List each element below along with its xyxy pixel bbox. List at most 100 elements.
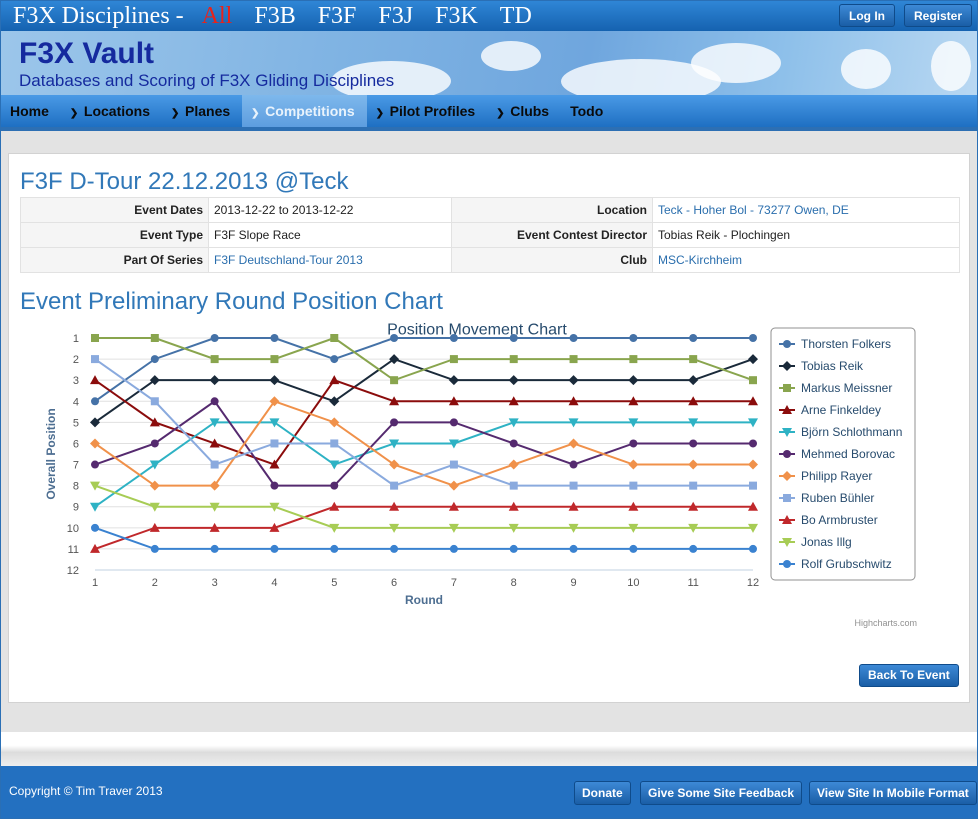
location-cell: Teck - Hoher Bol - 73277 Owen, DE — [652, 197, 960, 223]
legend-marker — [783, 340, 791, 348]
back-to-event-button[interactable]: Back To Event — [859, 664, 959, 687]
data-point — [149, 522, 160, 532]
feedback-button[interactable]: Give Some Site Feedback — [640, 781, 803, 805]
data-point — [390, 376, 399, 385]
data-point — [389, 523, 400, 533]
y-tick-label: 7 — [73, 460, 79, 472]
login-button[interactable]: Log In — [839, 4, 895, 27]
field-label: Event Type — [20, 222, 209, 248]
data-point — [329, 417, 340, 428]
series-line — [94, 399, 753, 487]
data-point — [90, 481, 100, 491]
data-point — [150, 334, 159, 342]
data-point — [330, 481, 339, 490]
mobile-format-button[interactable]: View Site In Mobile Format — [809, 781, 977, 805]
data-point — [449, 544, 458, 553]
nav-locations[interactable]: ❯ Locations — [61, 95, 162, 127]
data-point — [628, 523, 639, 533]
field-value: Tobias Reik - Plochingen — [652, 222, 960, 248]
data-point — [628, 501, 639, 511]
data-point — [449, 418, 458, 427]
legend-marker — [783, 560, 791, 568]
location-link[interactable]: Teck - Hoher Bol - 73277 Owen, DE — [658, 203, 849, 217]
donate-button[interactable]: Donate — [574, 781, 631, 805]
data-point — [508, 375, 519, 386]
y-tick-label: 2 — [73, 354, 79, 366]
data-point — [149, 480, 160, 491]
club-link[interactable]: MSC-Kirchheim — [658, 253, 743, 267]
nav-clubs[interactable]: ❯ Clubs — [487, 95, 561, 127]
data-point — [210, 397, 219, 406]
series-line — [94, 526, 753, 550]
x-tick-label: 4 — [271, 577, 277, 589]
legend-marker — [782, 428, 792, 437]
chart-section-title: Event Preliminary Round Position Chart — [20, 288, 443, 315]
data-point — [329, 460, 340, 470]
data-point — [390, 544, 399, 553]
series-link[interactable]: F3F Deutschland-Tour 2013 — [214, 253, 363, 267]
data-point — [150, 355, 159, 364]
field-label: Event Contest Director — [451, 222, 653, 248]
legend-item: Ruben Bühler — [801, 491, 874, 505]
copyright-text: Copyright © Tim Traver 2013 — [9, 784, 163, 798]
data-point — [209, 375, 220, 386]
discipline-f3f-link[interactable]: F3F — [317, 2, 357, 29]
data-point — [270, 355, 279, 364]
data-point — [270, 544, 279, 553]
chart-credit: Highcharts.com — [854, 618, 917, 628]
nav-home[interactable]: Home — [1, 95, 61, 127]
data-point — [210, 544, 219, 553]
series-line — [94, 337, 753, 403]
data-point — [90, 375, 100, 385]
data-point — [748, 523, 758, 533]
data-point — [330, 355, 339, 364]
nav-competitions[interactable]: ❯ Competitions — [242, 95, 367, 127]
discipline-f3j-link[interactable]: F3J — [378, 2, 414, 29]
data-point — [329, 501, 340, 511]
legend-box — [770, 327, 916, 581]
nav-planes[interactable]: ❯ Planes — [162, 95, 242, 127]
data-point — [91, 334, 99, 342]
data-point — [269, 418, 280, 428]
data-point — [688, 501, 699, 511]
discipline-f3b-link[interactable]: F3B — [254, 2, 296, 29]
legend-marker — [782, 405, 792, 414]
x-tick-label: 5 — [331, 577, 337, 589]
discipline-td-link[interactable]: TD — [499, 2, 532, 29]
data-point — [628, 396, 639, 406]
table-row: Part Of Series F3F Deutschland-Tour 2013… — [20, 247, 960, 273]
data-point — [688, 523, 699, 533]
nav-label: Clubs — [510, 103, 550, 119]
field-label: Part Of Series — [20, 247, 209, 273]
data-point — [389, 501, 400, 511]
legend-marker — [782, 538, 792, 547]
legend-marker — [782, 471, 792, 481]
data-point — [449, 460, 458, 469]
data-point — [448, 375, 459, 386]
discipline-f3k-link[interactable]: F3K — [435, 2, 478, 29]
table-row: Event Type F3F Slope Race Event Contest … — [20, 222, 960, 248]
data-point — [688, 375, 699, 386]
series-line — [94, 421, 753, 508]
data-point — [569, 481, 578, 490]
data-point — [330, 544, 339, 553]
data-point — [749, 376, 757, 385]
nav-todo[interactable]: Todo — [561, 95, 615, 127]
legend-item: Markus Meissner — [801, 381, 892, 395]
main-nav: Home ❯ Locations ❯ Planes ❯ Competitions ❯ P… — [1, 95, 977, 127]
data-point — [389, 459, 400, 470]
register-button[interactable]: Register — [904, 4, 973, 27]
data-point — [689, 481, 698, 490]
chevron-down-icon: ❯ — [251, 108, 260, 119]
nav-pilot-profiles[interactable]: ❯ Pilot Profiles — [367, 95, 488, 127]
discipline-all-link[interactable]: All — [201, 2, 233, 29]
legend-item: Mehmed Borovac — [801, 447, 895, 461]
y-tick-label: 4 — [73, 396, 79, 408]
data-point — [689, 544, 698, 553]
data-point — [569, 460, 578, 469]
table-row: Event Dates 2013-12-22 to 2013-12-22 Loc… — [20, 197, 960, 223]
series-line — [94, 484, 753, 529]
data-point — [209, 502, 220, 512]
y-tick-label: 9 — [73, 502, 79, 514]
